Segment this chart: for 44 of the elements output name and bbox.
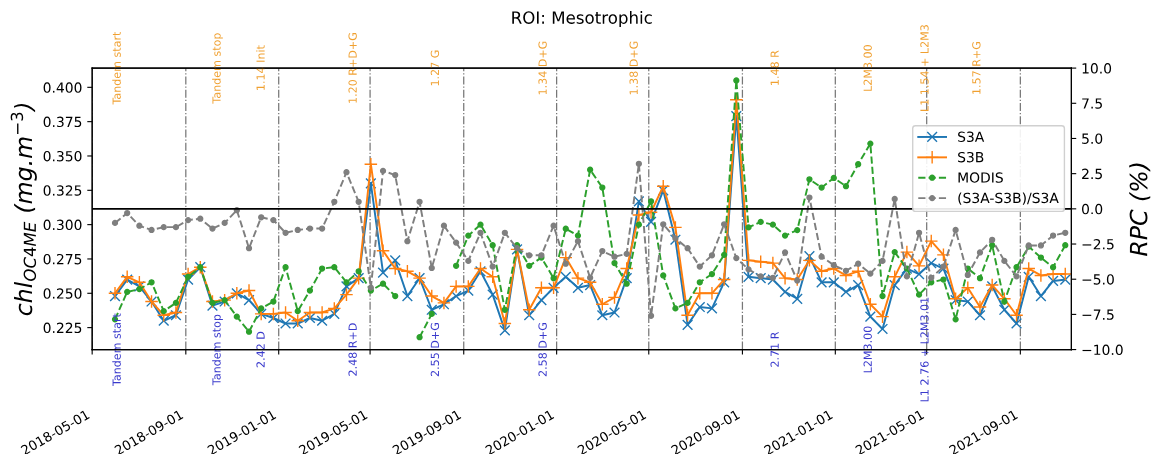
y2-tick-label: 0.0 [1082,203,1103,215]
y2-tick-label: −5.0 [1082,274,1114,285]
annotation: 2.48 R+D [348,323,357,376]
y2-tick-label: −7.5 [1082,309,1114,320]
y-tick-label: 0.375 [43,116,82,128]
y2-tick-label: −10.0 [1082,344,1123,356]
annotation: L2M3.00 [863,45,872,91]
y2-tick-label: 5.0 [1082,133,1103,144]
y2-tick-label: 7.5 [1082,98,1102,109]
y2-tick-label: 2.5 [1082,168,1102,180]
legend-label: S3A [958,131,985,143]
y2-tick-label: 10.0 [1082,63,1112,74]
annotation: 1.57 R+G [972,42,981,94]
annotation: Tandem stop [212,33,223,104]
y-axis-title: chl$_{OC4ME}$ (mg.m$^{−3}$) [10,103,37,316]
legend-label: MODIS [958,172,1003,183]
y-tick-label: 0.350 [43,150,82,162]
annotation: Tandem start [112,313,121,387]
annotation: L2M3.00 [863,326,872,373]
annotation: L1 1.54 + L2M3 [920,25,929,111]
annotation: Tandem stop [212,314,223,386]
y-tick-label: 0.300 [43,219,82,231]
y-tick-label: 0.250 [43,288,82,299]
annotation: 1.27 G [430,50,440,86]
annotation: 2.55 D+G [430,323,440,377]
legend-label: S3B [958,151,984,163]
y-tick-label: 0.325 [43,185,82,196]
annotation: 1.38 D+G [629,41,638,95]
annotation: 2.58 D+G [538,323,547,377]
y-tick-label: 0.275 [43,253,82,265]
annotation: 1.48 R [770,50,779,85]
annotation: 1.34 D+G [538,41,547,95]
annotation: Tandem start [112,31,121,105]
annotation: 1.20 R+D+G [348,33,357,103]
legend-label: (S3A-S3B)/S3A [958,192,1059,205]
y-tick-label: 0.225 [43,322,82,334]
chart-title: ROI: Mesotrophic [512,10,652,28]
annotation: 1.14 Init [256,45,265,90]
annotation: 2.42 D [256,331,265,368]
annotation: 2.71 R [770,331,779,367]
annotation: L1 2.76 + L2M3.01 [920,297,929,402]
y2-tick-label: −2.5 [1082,238,1114,250]
y-tick-label: 0.400 [43,82,82,93]
y2-axis-title: RPC (%) [1129,163,1151,256]
